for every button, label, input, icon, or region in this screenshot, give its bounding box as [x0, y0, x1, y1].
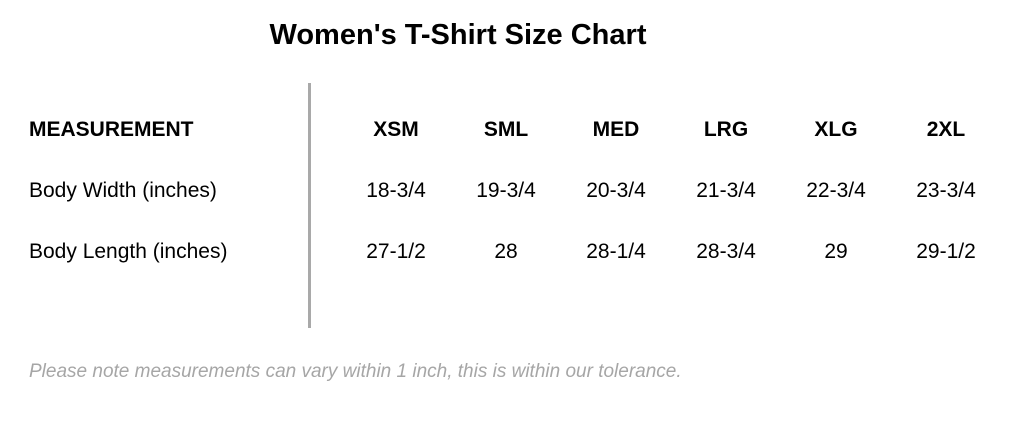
- size-header-xlg: XLG: [814, 118, 858, 141]
- column-divider: [308, 83, 311, 328]
- table-cell: 22-3/4: [806, 179, 866, 202]
- table-cell: 20-3/4: [586, 179, 646, 202]
- table-cell: 28-3/4: [696, 240, 756, 263]
- page-title: Women's T-Shirt Size Chart: [269, 19, 647, 51]
- table-cell: 19-3/4: [476, 179, 536, 202]
- table-cell: 27-1/2: [366, 240, 426, 263]
- table-cell: 29: [824, 240, 848, 263]
- table-cell: 18-3/4: [366, 179, 426, 202]
- tolerance-note: Please note measurements can vary within…: [29, 361, 682, 382]
- table-cell: 28: [494, 240, 518, 263]
- size-header-xsm: XSM: [373, 118, 419, 141]
- size-header-sml: SML: [483, 118, 529, 141]
- table-cell: 23-3/4: [916, 179, 976, 202]
- table-cell: 28-1/4: [586, 240, 646, 263]
- row-label-body-length: Body Length (inches): [29, 240, 228, 263]
- row-label-body-width: Body Width (inches): [29, 179, 217, 202]
- size-header-lrg: LRG: [703, 118, 749, 141]
- size-header-med: MED: [592, 118, 640, 141]
- table-cell: 21-3/4: [696, 179, 756, 202]
- measurement-header: MEASUREMENT: [29, 118, 194, 141]
- table-cell: 29-1/2: [916, 240, 976, 263]
- size-header-2xl: 2XL: [926, 118, 966, 141]
